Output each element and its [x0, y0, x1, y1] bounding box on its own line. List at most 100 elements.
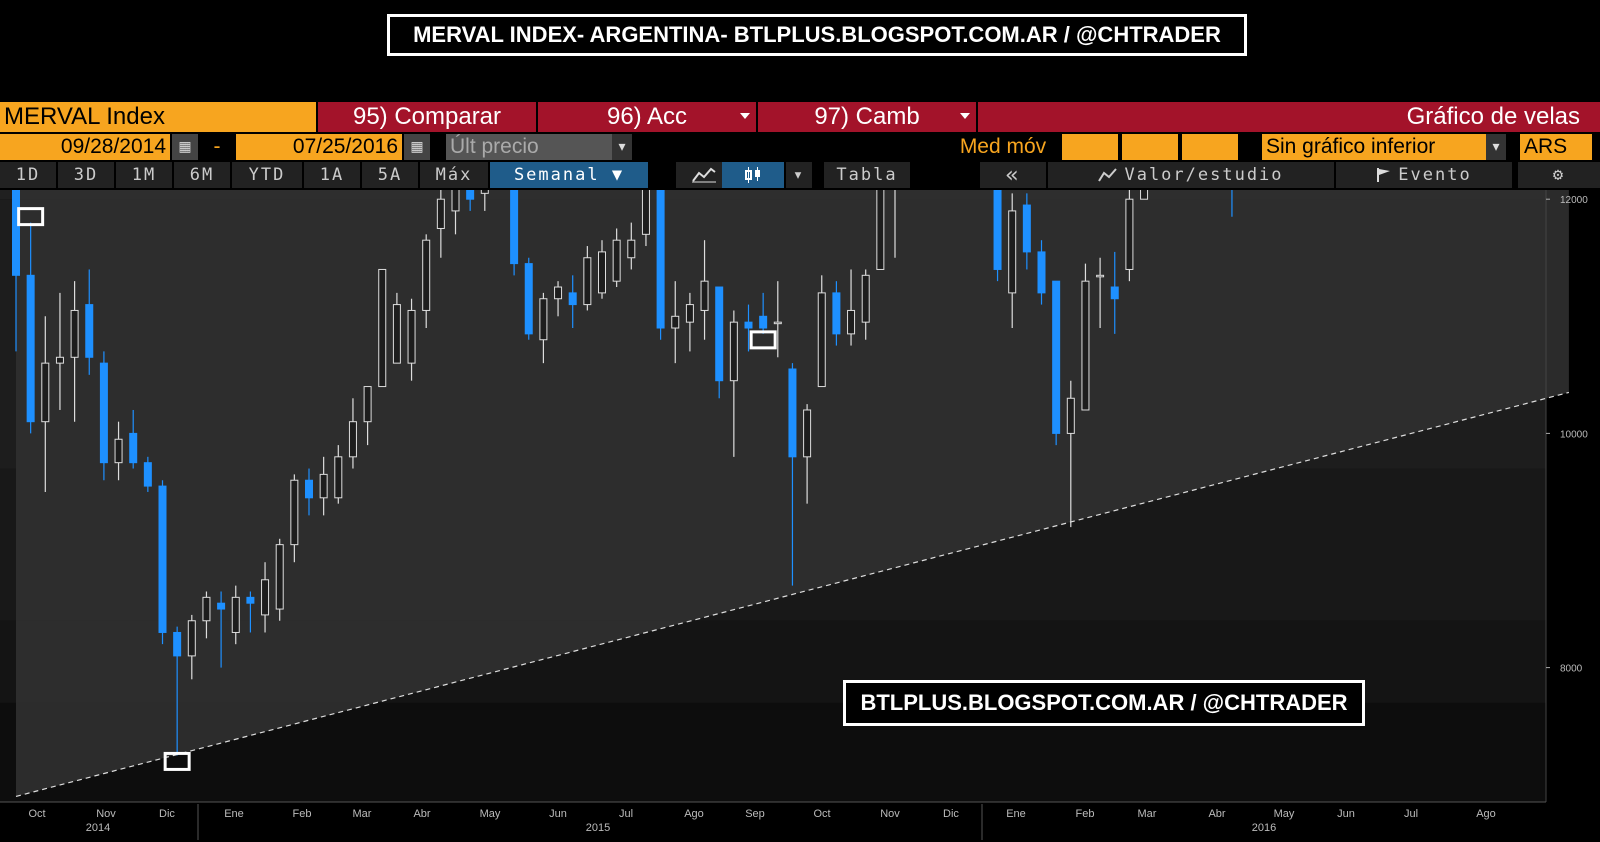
camb-label: 97) Camb — [814, 103, 920, 130]
compare-button[interactable]: 95) Comparar — [318, 102, 536, 132]
x-tick-label: May — [480, 808, 501, 820]
chevron-down-icon[interactable]: ▾ — [786, 162, 812, 188]
x-tick-label: Ago — [1476, 808, 1496, 820]
candle-body — [759, 315, 768, 329]
candle-body — [55, 356, 64, 364]
x-tick-label: May — [1274, 808, 1295, 820]
x-tick-label: Mar — [1138, 808, 1157, 820]
field-select[interactable]: Últ precio — [446, 134, 612, 160]
candle-body — [1022, 204, 1031, 253]
calendar-icon[interactable]: ▦ — [404, 134, 430, 160]
candle-body — [993, 190, 1002, 270]
candle-body — [363, 386, 372, 423]
candle-body — [1052, 280, 1061, 434]
value-study-button[interactable]: Valor/estudio — [1048, 162, 1334, 188]
x-tick-label: Jul — [619, 808, 633, 820]
lower-chart-select[interactable]: Sin gráfico inferior — [1262, 134, 1486, 160]
camb-button[interactable]: 97) Camb — [758, 102, 976, 132]
acc-label: 96) Acc — [606, 103, 688, 130]
candle-body — [407, 309, 416, 364]
candle-body — [773, 321, 782, 325]
x-tick-label: Jun — [549, 808, 567, 820]
candle-chart-icon[interactable] — [722, 162, 784, 188]
candle-body — [261, 579, 270, 616]
table-button[interactable]: Tabla — [824, 162, 910, 188]
candle-body — [554, 286, 563, 300]
gear-icon[interactable]: ⚙ — [1518, 162, 1600, 188]
candle-body — [143, 462, 152, 487]
acc-button[interactable]: 96) Acc — [538, 102, 756, 132]
chevron-down-icon[interactable]: ▾ — [612, 134, 632, 160]
x-tick-label: Jun — [1337, 808, 1355, 820]
period-bar: 1D 3D 1M 6M YTD 1A 5A Máx Semanal ▼ ▾ Tabla « V… — [0, 162, 1600, 188]
compare-label: 95) Comparar — [352, 103, 502, 130]
candles — [12, 190, 1233, 756]
ma-slot-3[interactable] — [1182, 134, 1238, 160]
x-tick-label: Ene — [224, 808, 244, 820]
year-label: 2014 — [86, 822, 110, 834]
candle-body — [510, 190, 519, 265]
command-bar: MERVAL Index 95) Comparar 96) Acc 97) Ca… — [0, 102, 1600, 132]
period-button-1m[interactable]: 1M — [116, 162, 172, 188]
back-button[interactable]: « — [980, 162, 1046, 188]
candle-body — [378, 268, 387, 388]
candle-body — [422, 239, 431, 311]
candle-body — [451, 190, 460, 212]
x-tick-label: Abr — [1208, 808, 1225, 820]
security-field[interactable]: MERVAL Index — [0, 102, 316, 132]
candle-body — [334, 456, 343, 499]
x-tick-label: Nov — [880, 808, 900, 820]
highlight-box — [163, 751, 191, 771]
candle-body — [12, 190, 20, 276]
candle-body — [715, 286, 724, 382]
event-button[interactable]: Evento — [1336, 162, 1512, 188]
currency-select[interactable]: ARS — [1520, 134, 1592, 160]
candle-body — [290, 479, 299, 546]
watermark: BTLPLUS.BLOGSPOT.COM.AR / @CHTRADER — [843, 680, 1365, 726]
period-button-máx[interactable]: Máx — [420, 162, 488, 188]
frequency-select[interactable]: Semanal ▼ — [490, 162, 648, 188]
candle-body — [202, 596, 211, 622]
chart-type-title: Gráfico de velas — [978, 102, 1600, 132]
range-dash: - — [200, 134, 234, 160]
calendar-icon[interactable]: ▦ — [172, 134, 198, 160]
candle-body — [305, 479, 313, 499]
candle-body — [1066, 397, 1075, 434]
ma-slot-1[interactable] — [1062, 134, 1118, 160]
candle-body — [480, 190, 489, 194]
candle-body — [685, 304, 694, 323]
range-bar: 09/28/2014 ▦ - 07/25/2016 ▦ Últ precio ▾… — [0, 134, 1600, 160]
x-tick-label: Sep — [745, 808, 765, 820]
candle-body — [729, 321, 738, 382]
candle-body — [41, 362, 50, 423]
candle-body — [656, 190, 665, 329]
candle-body — [319, 473, 328, 499]
period-button-6m[interactable]: 6M — [174, 162, 230, 188]
study-icon — [1098, 168, 1118, 182]
x-tick-label: Oct — [28, 808, 45, 820]
candle-body — [583, 257, 592, 306]
ma-slot-2[interactable] — [1122, 134, 1178, 160]
x-tick-label: Dic — [159, 808, 175, 820]
start-date-input[interactable]: 09/28/2014 — [0, 134, 170, 160]
candle-body — [568, 292, 577, 306]
candle-body — [832, 292, 841, 335]
x-tick-label: Nov — [96, 808, 116, 820]
y-tick-label: 8000 — [1560, 664, 1583, 675]
chevron-down-icon[interactable]: ▾ — [1486, 134, 1506, 160]
period-button-ytd[interactable]: YTD — [232, 162, 302, 188]
period-button-5a[interactable]: 5A — [362, 162, 418, 188]
period-button-3d[interactable]: 3D — [58, 162, 114, 188]
x-tick-label: Ago — [684, 808, 704, 820]
candle-body — [671, 315, 680, 329]
y-tick-label: 12000 — [1560, 195, 1588, 206]
candle-body — [348, 421, 357, 458]
x-tick-label: Mar — [353, 808, 372, 820]
highlight-box — [749, 330, 777, 350]
period-button-1d[interactable]: 1D — [0, 162, 56, 188]
candle-body — [1081, 280, 1090, 411]
period-button-1a[interactable]: 1A — [304, 162, 360, 188]
candle-body — [700, 280, 709, 311]
channel-lower-line — [15, 391, 1570, 797]
end-date-input[interactable]: 07/25/2016 — [236, 134, 402, 160]
